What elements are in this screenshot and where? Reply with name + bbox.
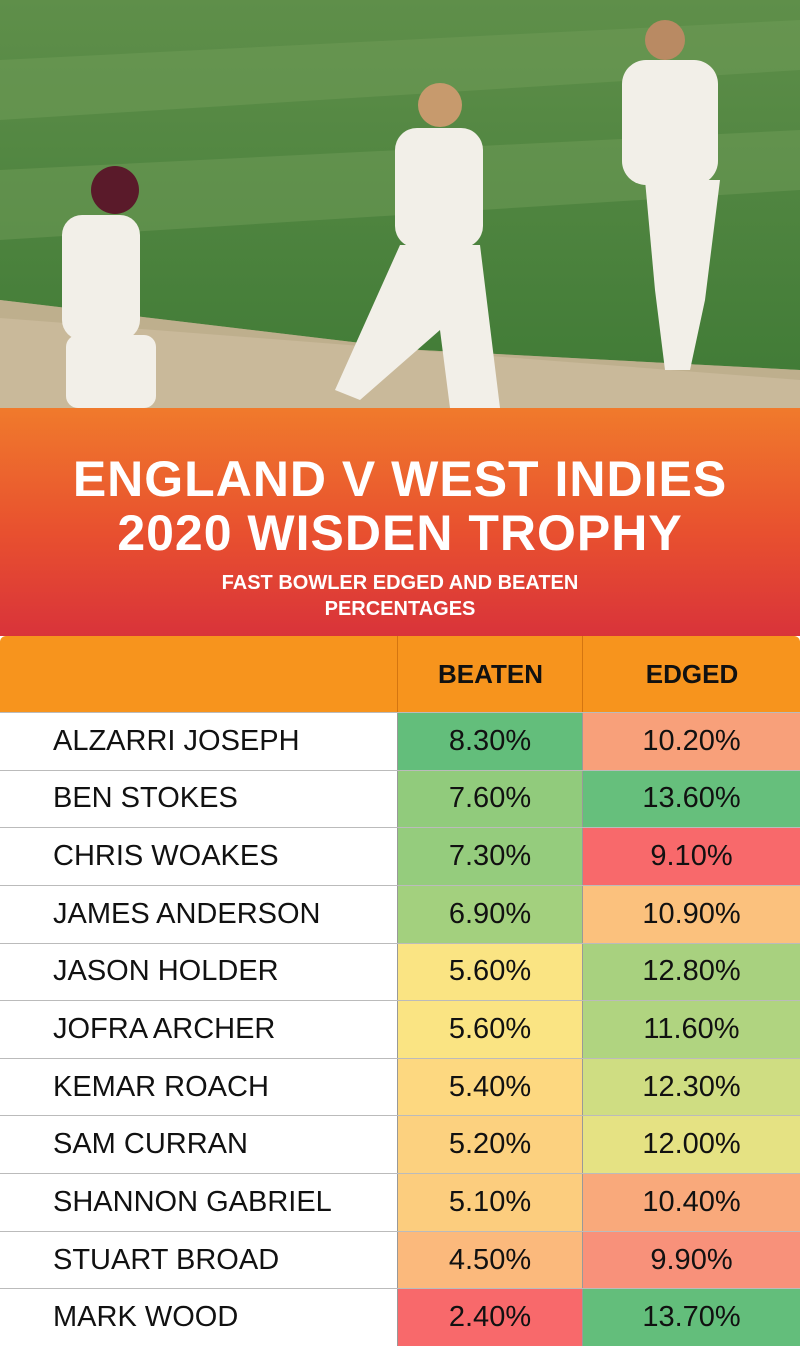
title-line: ENGLAND V WEST INDIES (72, 451, 728, 507)
percentage-cell: 12.30% (582, 1058, 800, 1116)
header-photo (0, 0, 800, 408)
percentage-cell: 5.10% (397, 1174, 582, 1231)
bowler-name: SAM CURRAN (0, 1116, 397, 1174)
table-row: ALZARRI JOSEPH 8.30% 10.20% (0, 712, 800, 770)
percentage-cell: 12.00% (582, 1116, 800, 1174)
table-row: JASON HOLDER 5.60% 12.80% (0, 942, 800, 1001)
title-line: 2020 WISDEN TROPHY (117, 505, 683, 561)
bowler-name: SHANNON GABRIEL (0, 1174, 397, 1231)
percentage-cell: 8.30% (397, 713, 582, 770)
table-row: SHANNON GABRIEL 5.10% 10.40% (0, 1173, 800, 1231)
bowler-name: ALZARRI JOSEPH (0, 713, 397, 770)
bowler-name: JOFRA ARCHER (0, 1001, 397, 1058)
percentage-cell: 9.10% (582, 828, 800, 885)
bowler-name: JASON HOLDER (0, 943, 397, 1001)
percentage-cell: 10.40% (582, 1174, 800, 1231)
title: ENGLAND V WEST INDIES 2020 WISDEN TROPHY (0, 452, 800, 560)
table-row: BEN STOKES 7.60% 13.60% (0, 769, 800, 828)
percentage-cell: 5.60% (397, 943, 582, 1001)
percentage-cell: 12.80% (582, 943, 800, 1001)
subtitle: FAST BOWLER EDGED AND BEATEN PERCENTAGES (221, 572, 579, 620)
percentage-cell: 2.40% (397, 1289, 582, 1346)
table-header: BEATEN EDGED (0, 636, 800, 712)
table: BEATEN EDGED ALZARRI JOSEPH 8.30% 10.20% BE… (0, 636, 800, 1346)
column-header: BEATEN (397, 636, 583, 712)
percentage-cell: 9.90% (582, 1231, 800, 1289)
percentage-cell: 10.90% (582, 885, 800, 943)
title-banner: ENGLAND V WEST INDIES 2020 WISDEN TROPHY… (0, 408, 800, 636)
column-header: EDGED (582, 636, 800, 712)
percentage-cell: 10.20% (582, 713, 800, 770)
percentage-cell: 5.60% (397, 1001, 582, 1058)
percentage-cell: 11.60% (582, 1001, 800, 1058)
table-row: KEMAR ROACH 5.40% 12.30% (0, 1057, 800, 1116)
table-row: CHRIS WOAKES 7.30% 9.10% (0, 827, 800, 885)
table-row: JOFRA ARCHER 5.60% 11.60% (0, 1000, 800, 1058)
bowler-name: KEMAR ROACH (0, 1058, 397, 1116)
percentage-cell: 4.50% (397, 1231, 582, 1289)
table-row: JAMES ANDERSON 6.90% 10.90% (0, 884, 800, 943)
bowler-name: BEN STOKES (0, 770, 397, 828)
percentage-cell: 7.30% (397, 828, 582, 885)
percentage-cell: 5.40% (397, 1058, 582, 1116)
bowler-name: STUART BROAD (0, 1231, 397, 1289)
percentage-cell: 6.90% (397, 885, 582, 943)
bowler-name: JAMES ANDERSON (0, 885, 397, 943)
bowler-name: CHRIS WOAKES (0, 828, 397, 885)
table-row: STUART BROAD 4.50% 9.90% (0, 1230, 800, 1289)
percentage-cell: 13.60% (582, 770, 800, 828)
table-row: MARK WOOD 2.40% 13.70% (0, 1288, 800, 1346)
percentage-cell: 13.70% (582, 1289, 800, 1346)
percentage-cell: 7.60% (397, 770, 582, 828)
table-row: SAM CURRAN 5.20% 12.00% (0, 1115, 800, 1174)
percentage-cell: 5.20% (397, 1116, 582, 1174)
bowler-name: MARK WOOD (0, 1289, 397, 1346)
